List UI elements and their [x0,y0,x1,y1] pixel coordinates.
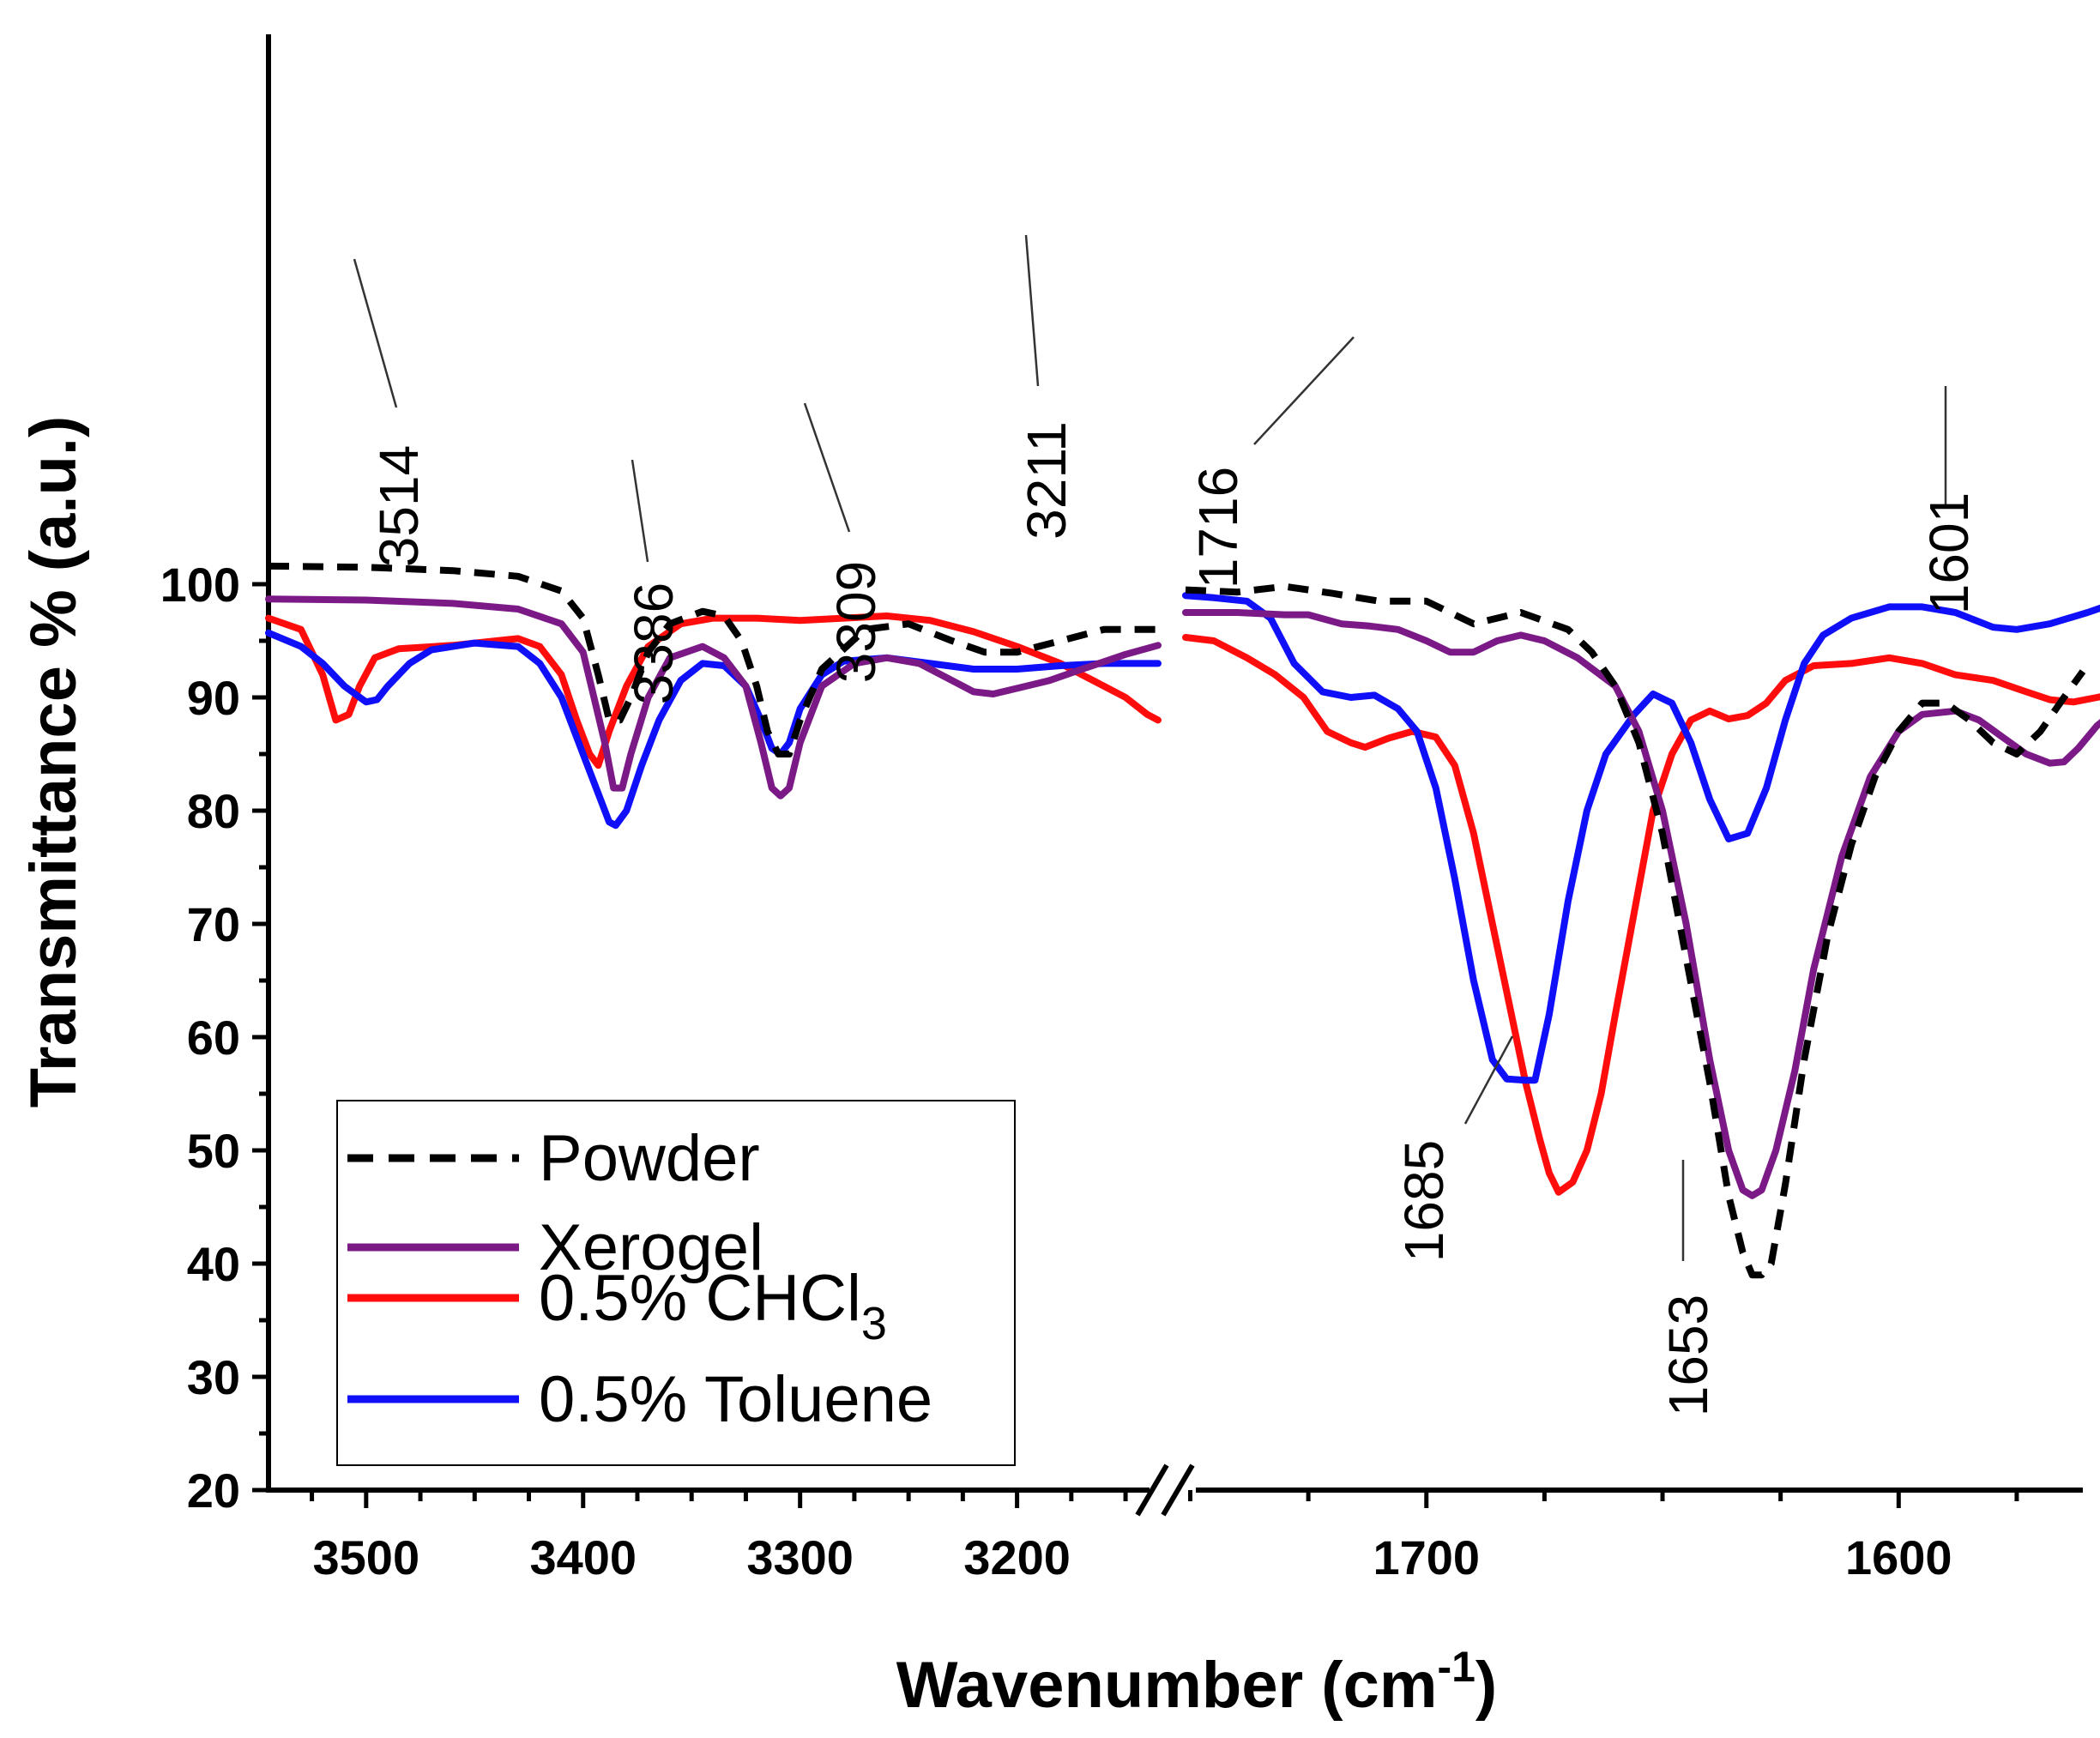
peak-label-1685: 1685 [1393,1140,1455,1262]
x-tick-label-3300: 3300 [746,1530,854,1584]
y-tick-label-60: 60 [187,1011,240,1065]
legend-label-toluene: 0.5% Toluene [539,1363,932,1436]
leader-line-3309 [803,402,851,533]
x-tick-label-3400: 3400 [529,1530,637,1584]
leader-line-3386 [631,459,649,563]
peak-leader-lines [353,234,1947,1261]
axes [266,34,2083,1522]
legend-entry-toluene: 0.5% Toluene [347,1363,932,1436]
series-powder-panel2 [1185,582,2086,1279]
y-tick-label-20: 20 [187,1463,240,1518]
series-0-5-toluene-panel2 [1182,592,2100,1084]
legend-label-chcl3-main: 0.5% CHCl [539,1262,861,1335]
series-layer [265,562,2100,1279]
y-tick-label-90: 90 [187,671,240,725]
y-tick-label-30: 30 [187,1350,240,1404]
x-axis-title-superscript: -1 [1437,1643,1475,1691]
legend-label-xerogel: Xerogel [539,1211,763,1284]
x-ticks: 3500 3400 3300 3200 1700 1600 [310,1490,2019,1584]
x-axis-title: Wavenumber (cm-1) [896,1643,1497,1722]
leader-line-3514 [353,258,398,408]
peak-label-3386: 3386 [623,582,685,704]
x-tick-label-3200: 3200 [963,1530,1071,1584]
legend-label-powder: Powder [539,1122,760,1195]
leader-line-3211 [1024,234,1040,387]
y-tick-label-50: 50 [187,1124,240,1178]
y-tick-label-100: 100 [160,558,240,612]
x-tick-label-3500: 3500 [313,1530,420,1584]
y-tick-label-70: 70 [187,897,240,951]
leader-line-1716 [1253,336,1355,445]
series-xerogel-panel1 [265,595,1162,800]
series-xerogel-panel2 [1182,609,2100,1199]
legend: Powder Xerogel 0.5% CHCl3 0.5% Toluene [336,1100,1016,1466]
legend-entry-powder: Powder [347,1122,760,1195]
legend-entry-chcl3: 0.5% CHCl3 [347,1262,887,1349]
peak-label-3309: 3309 [825,561,887,683]
peak-labels: 3514 3386 3309 3211 1716 1685 1653 1601 [368,421,1980,1416]
x-tick-label-1700: 1700 [1373,1530,1480,1584]
peak-label-1601: 1601 [1918,492,1980,614]
peak-label-3211: 3211 [1016,421,1077,540]
x-axis-title-text: Wavenumber (cm [896,1649,1438,1722]
y-axis-title: Transmittance % (a.u.) [17,416,90,1108]
axis-break-mark-2 [1161,1463,1195,1517]
legend-label-chcl3-subscript: 3 [861,1298,887,1349]
legend-entry-xerogel: Xerogel [347,1211,763,1284]
legend-label-chcl3: 0.5% CHCl3 [539,1262,887,1349]
y-tick-label-80: 80 [187,784,240,838]
series-0-5-chcl3-panel2 [1182,634,2100,1196]
leader-line-1685 [1463,1035,1514,1125]
y-tick-label-40: 40 [187,1237,240,1291]
axis-break-mark-1 [1135,1463,1169,1517]
x-tick-label-1600: 1600 [1845,1530,1952,1584]
peak-label-1716: 1716 [1187,467,1249,588]
y-ticks: 20 30 40 50 60 70 80 90 100 [160,558,269,1518]
series-0-5-chcl3-panel1 [265,613,1162,769]
series-powder-panel1 [268,562,1158,757]
peak-label-1653: 1653 [1657,1294,1719,1416]
x-axis-title-end: ) [1475,1649,1497,1722]
peak-label-3514: 3514 [368,445,430,567]
